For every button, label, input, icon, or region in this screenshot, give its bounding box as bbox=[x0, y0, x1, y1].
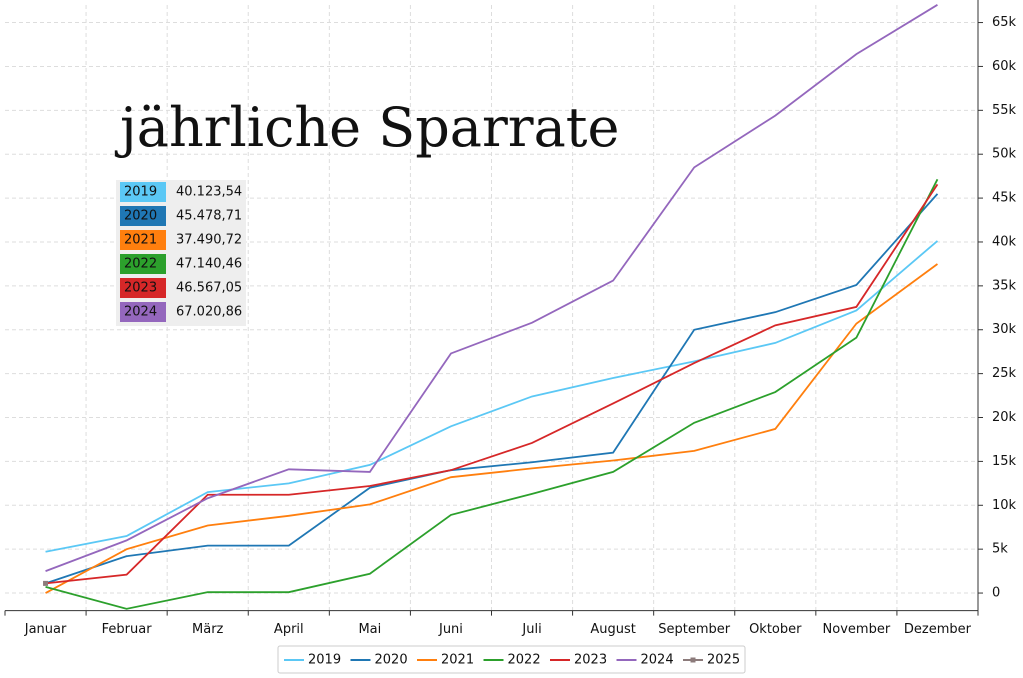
line bbox=[45, 263, 938, 594]
totals-year: 2023 bbox=[124, 281, 157, 296]
y-tick-label: 55k bbox=[992, 103, 1017, 118]
x-tick-label: November bbox=[823, 622, 891, 637]
legend-label: 2021 bbox=[441, 653, 474, 668]
y-tick-label: 15k bbox=[992, 454, 1017, 469]
y-tick-label: 0 bbox=[992, 586, 1000, 601]
legend-label: 2022 bbox=[508, 653, 541, 668]
x-tick-label: Oktober bbox=[749, 622, 802, 637]
marker bbox=[43, 580, 49, 586]
chart-title: jährliche Sparrate bbox=[114, 96, 619, 159]
x-tick-label: August bbox=[590, 622, 636, 637]
y-tick-label: 5k bbox=[992, 542, 1008, 557]
legend-label: 2025 bbox=[707, 653, 740, 668]
totals-year: 2020 bbox=[124, 209, 157, 224]
line bbox=[45, 178, 939, 610]
totals-value: 37.490,72 bbox=[176, 233, 242, 248]
legend-label: 2020 bbox=[375, 653, 408, 668]
x-tick-label: Mai bbox=[358, 622, 381, 637]
y-tick-label: 50k bbox=[992, 147, 1017, 162]
x-tick-label: Januar bbox=[24, 622, 67, 637]
line bbox=[45, 240, 939, 553]
legend-label: 2019 bbox=[308, 653, 341, 668]
totals-swatch bbox=[120, 278, 166, 298]
y-tick-label: 35k bbox=[992, 278, 1017, 293]
x-tick-label: Juli bbox=[521, 622, 541, 637]
x-tick-label: Juni bbox=[438, 622, 463, 637]
totals-value: 45.478,71 bbox=[176, 209, 242, 224]
line bbox=[45, 193, 939, 585]
y-tick-label: 25k bbox=[992, 366, 1017, 381]
line bbox=[45, 4, 938, 572]
totals-value: 46.567,05 bbox=[176, 281, 242, 296]
totals-swatch bbox=[120, 254, 166, 274]
y-tick-label: 40k bbox=[992, 234, 1017, 249]
totals-value: 67.020,86 bbox=[176, 305, 242, 320]
totals-value: 40.123,54 bbox=[176, 185, 242, 200]
y-tick-label: 20k bbox=[992, 410, 1017, 425]
totals-year: 2024 bbox=[124, 305, 157, 320]
totals-year: 2022 bbox=[124, 257, 157, 272]
totals-year: 2019 bbox=[124, 185, 157, 200]
line bbox=[45, 183, 939, 585]
totals-swatch bbox=[120, 230, 166, 250]
legend-marker bbox=[690, 657, 696, 663]
y-tick-label: 45k bbox=[992, 191, 1017, 206]
y-tick-label: 60k bbox=[992, 59, 1017, 74]
legend: 2019 2020 2021 2022 2023 2024 2025 bbox=[277, 645, 746, 674]
y-tick-label: 30k bbox=[992, 322, 1017, 337]
x-tick-label: März bbox=[192, 622, 224, 637]
x-tick-label: September bbox=[658, 622, 731, 637]
x-tick-label: Februar bbox=[102, 622, 153, 637]
x-tick-label: Dezember bbox=[904, 622, 972, 637]
legend-label: 2023 bbox=[574, 653, 607, 668]
y-tick-label: 10k bbox=[992, 498, 1017, 513]
legend-label: 2024 bbox=[641, 653, 674, 668]
legend-box bbox=[277, 645, 746, 674]
totals-value: 47.140,46 bbox=[176, 257, 242, 272]
y-tick-label: 65k bbox=[992, 15, 1017, 30]
totals-swatch bbox=[120, 182, 166, 202]
x-tick-label: April bbox=[274, 622, 304, 637]
totals-year: 2021 bbox=[124, 233, 157, 248]
totals-box bbox=[116, 180, 246, 326]
totals-swatch bbox=[120, 302, 166, 322]
totals-swatch bbox=[120, 206, 166, 226]
